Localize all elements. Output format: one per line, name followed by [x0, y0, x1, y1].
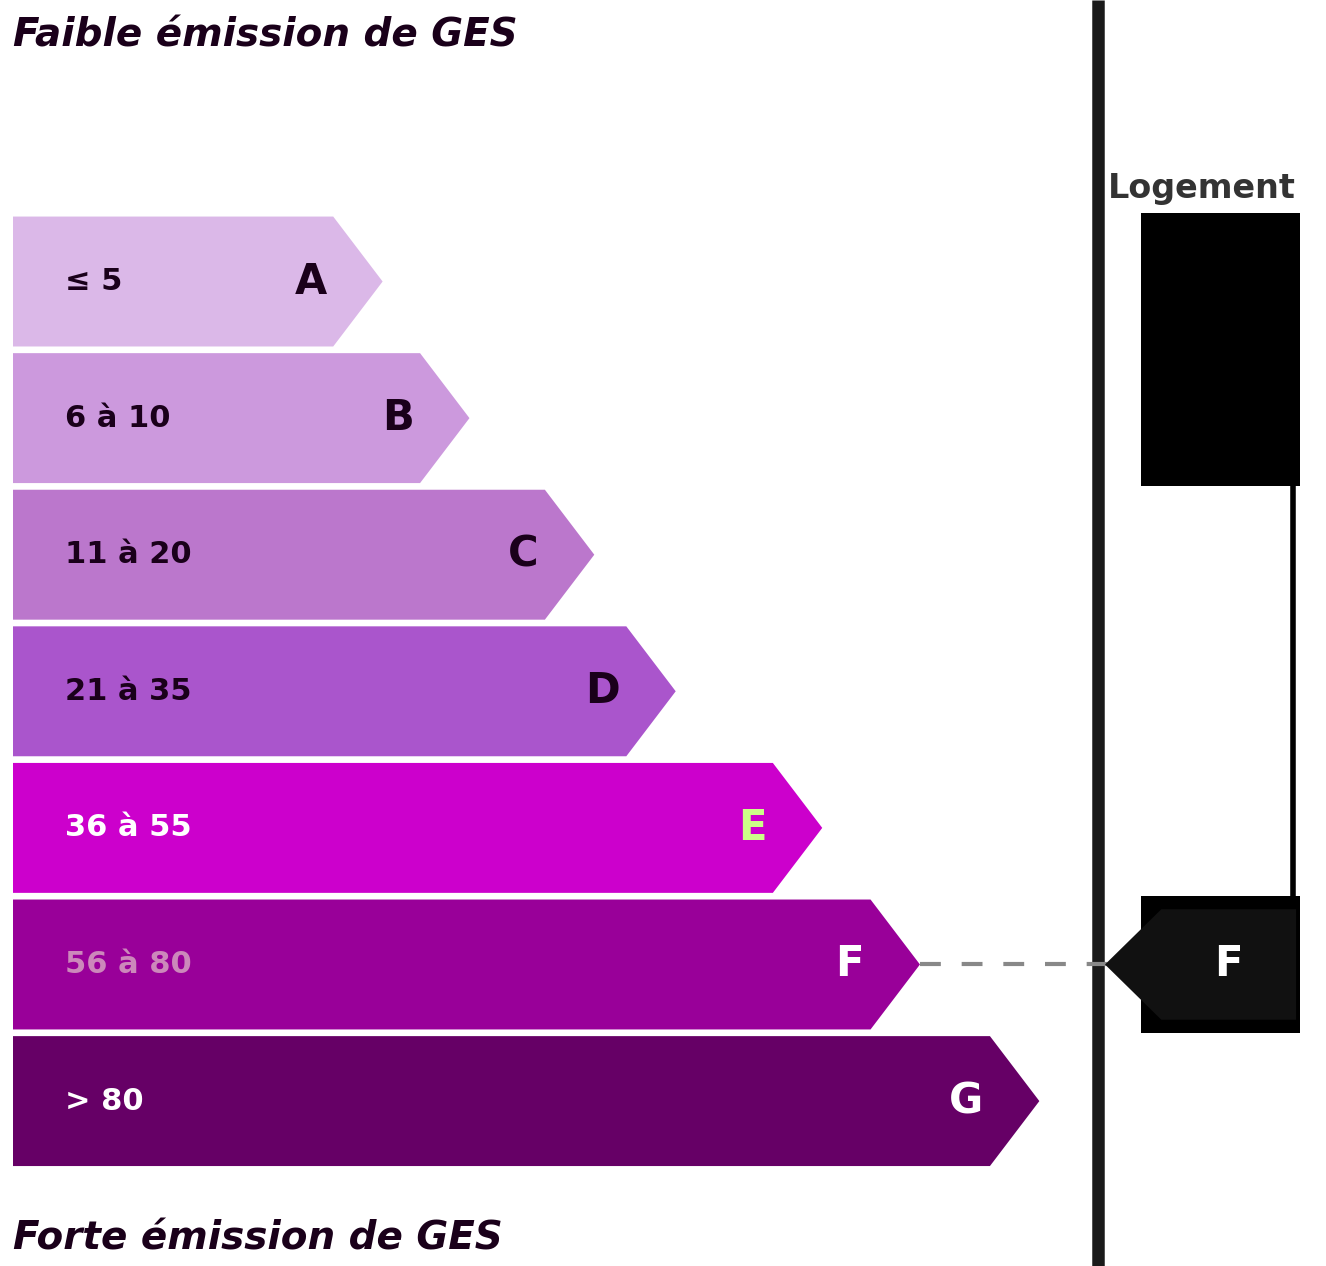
Text: A: A [294, 261, 326, 303]
Polygon shape [13, 1036, 1040, 1166]
Polygon shape [13, 353, 469, 484]
Polygon shape [13, 490, 594, 619]
Text: > 80: > 80 [65, 1086, 143, 1115]
Text: 36 à 55: 36 à 55 [65, 813, 192, 842]
Text: 11 à 20: 11 à 20 [65, 541, 192, 570]
Bar [1142, 213, 1299, 486]
Text: ≤ 5: ≤ 5 [65, 267, 122, 296]
Polygon shape [13, 900, 920, 1029]
Text: B: B [382, 398, 414, 439]
Polygon shape [1105, 909, 1296, 1019]
Text: Forte émission de GES: Forte émission de GES [13, 1219, 503, 1257]
Text: F: F [1215, 943, 1242, 985]
Text: D: D [585, 670, 619, 713]
Text: C: C [508, 534, 538, 576]
Polygon shape [13, 216, 383, 347]
Text: Faible émission de GES: Faible émission de GES [13, 16, 517, 54]
Text: E: E [737, 806, 766, 849]
Polygon shape [13, 763, 822, 893]
Text: 21 à 35: 21 à 35 [65, 677, 191, 706]
Text: Logement: Logement [1109, 172, 1296, 205]
Text: 56 à 80: 56 à 80 [65, 950, 192, 979]
Text: 6 à 10: 6 à 10 [65, 404, 171, 433]
Bar [1142, 1033, 1299, 1170]
Bar [1142, 896, 1299, 1033]
Polygon shape [13, 627, 676, 756]
Text: G: G [949, 1080, 984, 1122]
Text: F: F [835, 943, 865, 985]
Bar [1142, 486, 1299, 896]
